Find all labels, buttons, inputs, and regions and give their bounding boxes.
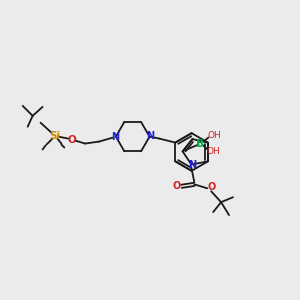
- Text: O: O: [207, 182, 215, 192]
- Text: B: B: [196, 139, 205, 148]
- Text: N: N: [111, 132, 119, 142]
- Text: N: N: [188, 160, 196, 170]
- Text: Si: Si: [49, 130, 60, 141]
- Text: OH: OH: [208, 131, 221, 140]
- Text: O: O: [172, 181, 181, 191]
- Text: N: N: [146, 130, 154, 141]
- Text: OH: OH: [206, 147, 220, 156]
- Text: O: O: [68, 135, 76, 145]
